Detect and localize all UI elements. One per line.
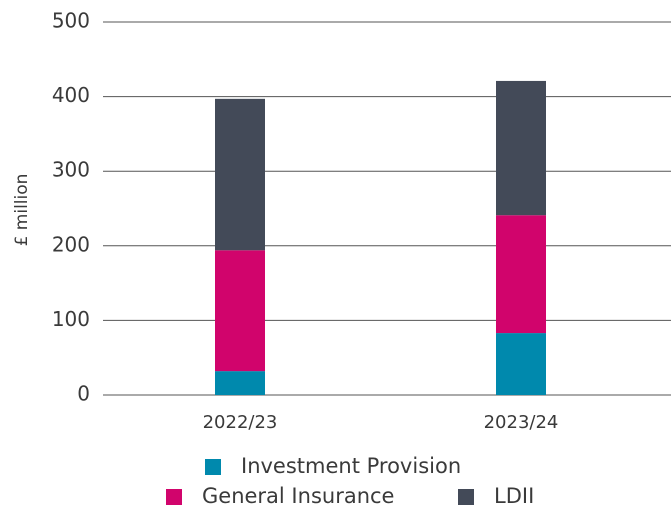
y-tick-label: 100 (52, 307, 90, 331)
x-tick-label: 2023/24 (484, 412, 559, 433)
y-tick-label: 500 (52, 9, 90, 33)
y-tick-label: 0 (77, 382, 90, 406)
y-tick-label: 400 (52, 83, 90, 107)
bar-segment (215, 250, 265, 372)
legend-label: Investment Provision (241, 454, 461, 478)
bar-segment (215, 371, 265, 395)
x-tick-label: 2022/23 (203, 412, 278, 433)
legend-swatch (205, 459, 221, 475)
y-tick-label: 200 (52, 232, 90, 256)
legend-swatch (166, 489, 182, 505)
legend-label: LDII (494, 484, 534, 508)
bar-segment (496, 215, 546, 334)
legend-swatch (458, 489, 474, 505)
bar-segment (496, 80, 546, 216)
bar-segment (496, 333, 546, 395)
y-tick-label: 300 (52, 158, 90, 182)
bar-segment (215, 98, 265, 251)
legend-label: General Insurance (202, 484, 394, 508)
y-axis-label: £ million (12, 174, 32, 247)
